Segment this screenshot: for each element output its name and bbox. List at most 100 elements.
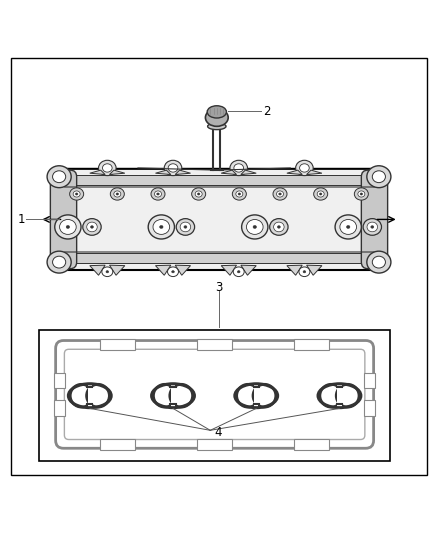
Ellipse shape: [296, 160, 313, 175]
Ellipse shape: [354, 188, 368, 200]
Ellipse shape: [102, 267, 113, 277]
Ellipse shape: [300, 164, 309, 172]
Ellipse shape: [363, 219, 381, 235]
Ellipse shape: [273, 188, 287, 200]
Bar: [197, 339, 232, 350]
Ellipse shape: [159, 225, 163, 229]
Ellipse shape: [195, 191, 202, 197]
Bar: [64, 253, 374, 263]
Ellipse shape: [236, 191, 243, 197]
Text: 1: 1: [17, 213, 25, 226]
Ellipse shape: [87, 384, 110, 407]
Text: 4: 4: [215, 426, 222, 439]
FancyBboxPatch shape: [53, 169, 385, 270]
Polygon shape: [287, 170, 302, 174]
Ellipse shape: [83, 219, 101, 235]
Ellipse shape: [336, 384, 359, 407]
Polygon shape: [175, 170, 191, 174]
Ellipse shape: [230, 160, 247, 175]
Ellipse shape: [371, 225, 374, 228]
Ellipse shape: [367, 166, 391, 188]
Ellipse shape: [335, 215, 361, 239]
Ellipse shape: [47, 251, 71, 273]
Ellipse shape: [314, 188, 328, 200]
Ellipse shape: [320, 384, 343, 407]
Ellipse shape: [198, 193, 200, 195]
Ellipse shape: [110, 188, 124, 200]
Ellipse shape: [53, 171, 66, 183]
Ellipse shape: [358, 191, 365, 197]
Polygon shape: [175, 265, 191, 275]
Polygon shape: [90, 265, 105, 275]
Bar: [254, 384, 258, 407]
Polygon shape: [155, 265, 171, 275]
Ellipse shape: [102, 164, 112, 172]
Ellipse shape: [116, 193, 119, 195]
Ellipse shape: [242, 215, 268, 239]
Ellipse shape: [164, 160, 182, 175]
Ellipse shape: [153, 384, 176, 407]
Ellipse shape: [270, 219, 288, 235]
Bar: [171, 384, 175, 407]
Ellipse shape: [66, 225, 70, 229]
Polygon shape: [221, 265, 237, 275]
Bar: [100, 339, 135, 350]
Bar: [64, 175, 374, 184]
Bar: [197, 439, 232, 449]
Bar: [88, 384, 92, 407]
Ellipse shape: [276, 191, 283, 197]
Bar: [54, 373, 65, 389]
Ellipse shape: [205, 109, 228, 126]
Ellipse shape: [168, 164, 178, 172]
Ellipse shape: [279, 193, 281, 195]
Ellipse shape: [90, 225, 93, 228]
Polygon shape: [307, 265, 322, 275]
Ellipse shape: [208, 123, 226, 130]
Ellipse shape: [172, 271, 174, 273]
Bar: [39, 330, 390, 462]
Ellipse shape: [253, 225, 257, 229]
Polygon shape: [241, 170, 256, 174]
FancyBboxPatch shape: [50, 170, 77, 269]
Polygon shape: [221, 170, 237, 174]
Ellipse shape: [70, 188, 84, 200]
Ellipse shape: [153, 220, 170, 235]
Polygon shape: [287, 265, 302, 275]
Ellipse shape: [60, 220, 76, 235]
Ellipse shape: [176, 219, 194, 235]
Text: 2: 2: [263, 104, 270, 117]
Ellipse shape: [75, 193, 78, 195]
Ellipse shape: [170, 384, 193, 407]
Polygon shape: [155, 170, 171, 174]
Ellipse shape: [184, 225, 187, 228]
Bar: [100, 439, 135, 449]
Ellipse shape: [87, 222, 97, 232]
Ellipse shape: [253, 384, 276, 407]
Ellipse shape: [346, 225, 350, 229]
Bar: [294, 439, 329, 449]
Ellipse shape: [367, 251, 391, 273]
Ellipse shape: [277, 225, 280, 228]
Ellipse shape: [299, 267, 310, 277]
Polygon shape: [110, 170, 125, 174]
Ellipse shape: [207, 106, 226, 118]
Ellipse shape: [317, 191, 324, 197]
Ellipse shape: [274, 222, 284, 232]
Ellipse shape: [233, 267, 244, 277]
Ellipse shape: [319, 193, 322, 195]
FancyBboxPatch shape: [361, 170, 388, 269]
Bar: [54, 400, 65, 416]
Polygon shape: [110, 265, 125, 275]
Ellipse shape: [367, 222, 378, 232]
Bar: [294, 339, 329, 350]
Ellipse shape: [237, 384, 259, 407]
Ellipse shape: [247, 220, 263, 235]
Ellipse shape: [73, 191, 80, 197]
Bar: [364, 400, 375, 416]
Ellipse shape: [155, 191, 162, 197]
Ellipse shape: [106, 271, 109, 273]
Ellipse shape: [53, 256, 66, 268]
Ellipse shape: [70, 384, 93, 407]
Ellipse shape: [157, 193, 159, 195]
Ellipse shape: [303, 271, 306, 273]
